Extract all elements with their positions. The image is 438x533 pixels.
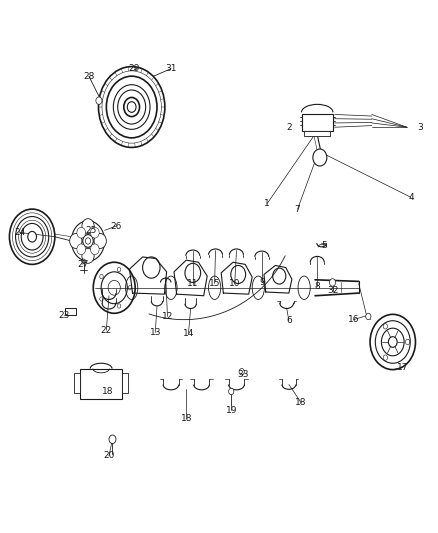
Text: 33: 33 [237,370,248,379]
Text: 18: 18 [295,398,307,407]
Text: 12: 12 [162,312,173,321]
Bar [304,131,330,136]
Text: 26: 26 [110,222,122,231]
Bar [80,368,122,399]
Circle shape [229,388,234,394]
Text: 10: 10 [229,279,240,288]
Text: 4: 4 [408,193,414,202]
Text: 18: 18 [102,387,113,397]
Text: 3: 3 [417,123,423,132]
Circle shape [28,231,36,242]
Circle shape [96,97,102,104]
Text: 32: 32 [327,286,338,295]
Text: 16: 16 [348,315,359,324]
Text: 11: 11 [187,279,198,288]
Text: 20: 20 [103,451,115,461]
Text: 25: 25 [86,226,97,235]
Text: 22: 22 [101,326,112,335]
Text: 8: 8 [315,282,321,291]
Circle shape [329,279,336,286]
Text: 29: 29 [129,64,140,73]
Circle shape [109,435,116,443]
Text: 13: 13 [149,328,161,337]
Circle shape [77,228,85,238]
Text: 19: 19 [226,406,237,415]
Bar [122,373,128,393]
Text: 28: 28 [83,71,95,80]
Circle shape [82,248,94,263]
Text: 5: 5 [321,241,327,250]
Circle shape [94,233,106,248]
Circle shape [83,235,93,247]
Bar [301,114,333,131]
Text: 27: 27 [77,260,88,269]
Circle shape [70,233,82,248]
Circle shape [85,238,91,244]
Text: 7: 7 [295,205,300,214]
Text: 14: 14 [183,329,194,338]
Circle shape [389,337,397,348]
Circle shape [239,368,244,375]
Text: 18: 18 [180,414,192,423]
Circle shape [113,85,150,130]
Bar [74,373,80,393]
Bar [65,309,76,315]
Circle shape [90,244,99,255]
Text: 2: 2 [286,123,292,132]
Text: 24: 24 [14,228,25,237]
Text: 23: 23 [59,311,70,320]
Text: 1: 1 [264,199,270,208]
Circle shape [82,219,94,233]
Circle shape [77,244,85,255]
Text: 31: 31 [165,64,177,73]
Text: 15: 15 [209,279,220,288]
Text: 17: 17 [397,363,408,372]
Text: 9: 9 [259,278,265,287]
Text: 6: 6 [286,316,292,325]
Circle shape [90,228,99,238]
Circle shape [313,149,327,166]
Circle shape [366,313,371,320]
